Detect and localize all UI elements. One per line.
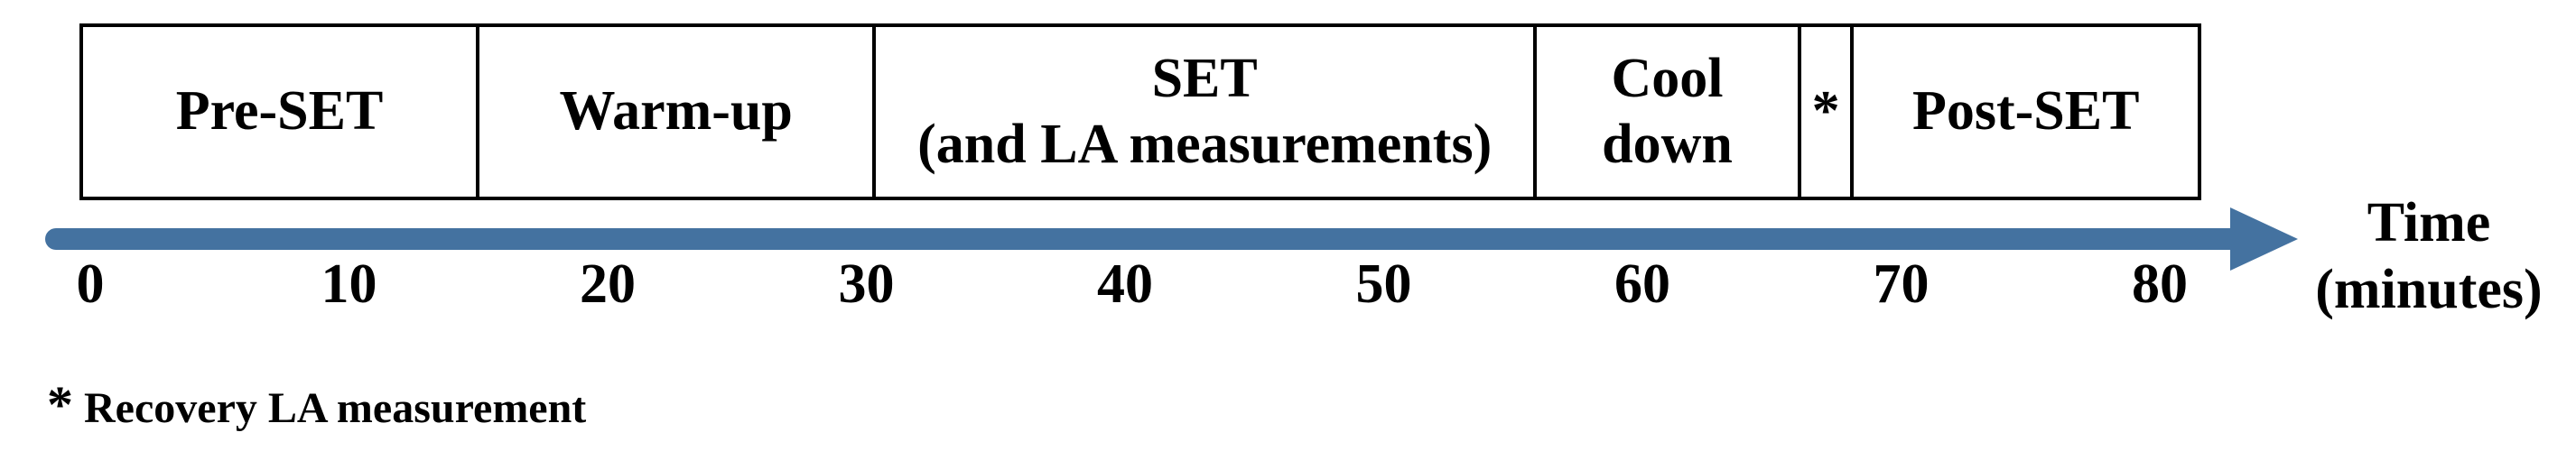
phase-label-line1: Post-SET	[1911, 80, 2140, 143]
timeline-phases: Pre-SET Warm-up SET (and LA measurements) Co…	[79, 23, 2201, 200]
phase-label: *	[1812, 78, 1840, 144]
phase-label-line1: *	[1811, 80, 1840, 143]
phase-box: Cool down	[1537, 27, 1801, 197]
time-tick-label: 60	[1614, 253, 1670, 315]
footnote: * Recovery LA measurement	[47, 374, 586, 435]
time-tick-label: 30	[838, 253, 895, 315]
phase-label-line1: Pre-SET	[175, 80, 384, 143]
time-tick-label: 50	[1355, 253, 1412, 315]
time-axis-label: Time (minutes)	[2293, 189, 2564, 324]
phase-box: Pre-SET	[83, 27, 480, 197]
phase-box: SET (and LA measurements)	[876, 27, 1538, 197]
time-tick-label: 40	[1097, 253, 1153, 315]
time-axis-label-line2: (minutes)	[2315, 259, 2543, 321]
time-tick-label: 10	[321, 253, 377, 315]
time-tick-label: 80	[2132, 253, 2188, 315]
phase-label-line1: Warm-up	[559, 80, 793, 143]
time-arrow-head	[2230, 207, 2298, 271]
phase-label-line2: (and LA measurements)	[917, 114, 1493, 175]
time-axis-label-line1: Time	[2367, 192, 2491, 253]
phase-label-line2: down	[1602, 114, 1733, 175]
phase-label-line1: SET	[1151, 47, 1258, 109]
phase-label: Warm-up	[560, 78, 793, 144]
time-tick-label: 70	[1873, 253, 1930, 315]
phase-label: Pre-SET	[176, 78, 384, 144]
footnote-text: Recovery LA measurement	[84, 384, 587, 432]
phase-box: *	[1801, 27, 1855, 197]
phase-label: Cool down	[1602, 46, 1733, 178]
time-tick-label: 0	[76, 253, 105, 315]
footnote-symbol: *	[47, 375, 73, 434]
phase-label: SET (and LA measurements)	[917, 46, 1492, 178]
phase-label-line1: Cool	[1611, 47, 1724, 109]
phase-box: Post-SET	[1854, 27, 2198, 197]
phase-box: Warm-up	[479, 27, 877, 197]
time-tick-label: 20	[580, 253, 636, 315]
phase-label: Post-SET	[1912, 78, 2139, 144]
